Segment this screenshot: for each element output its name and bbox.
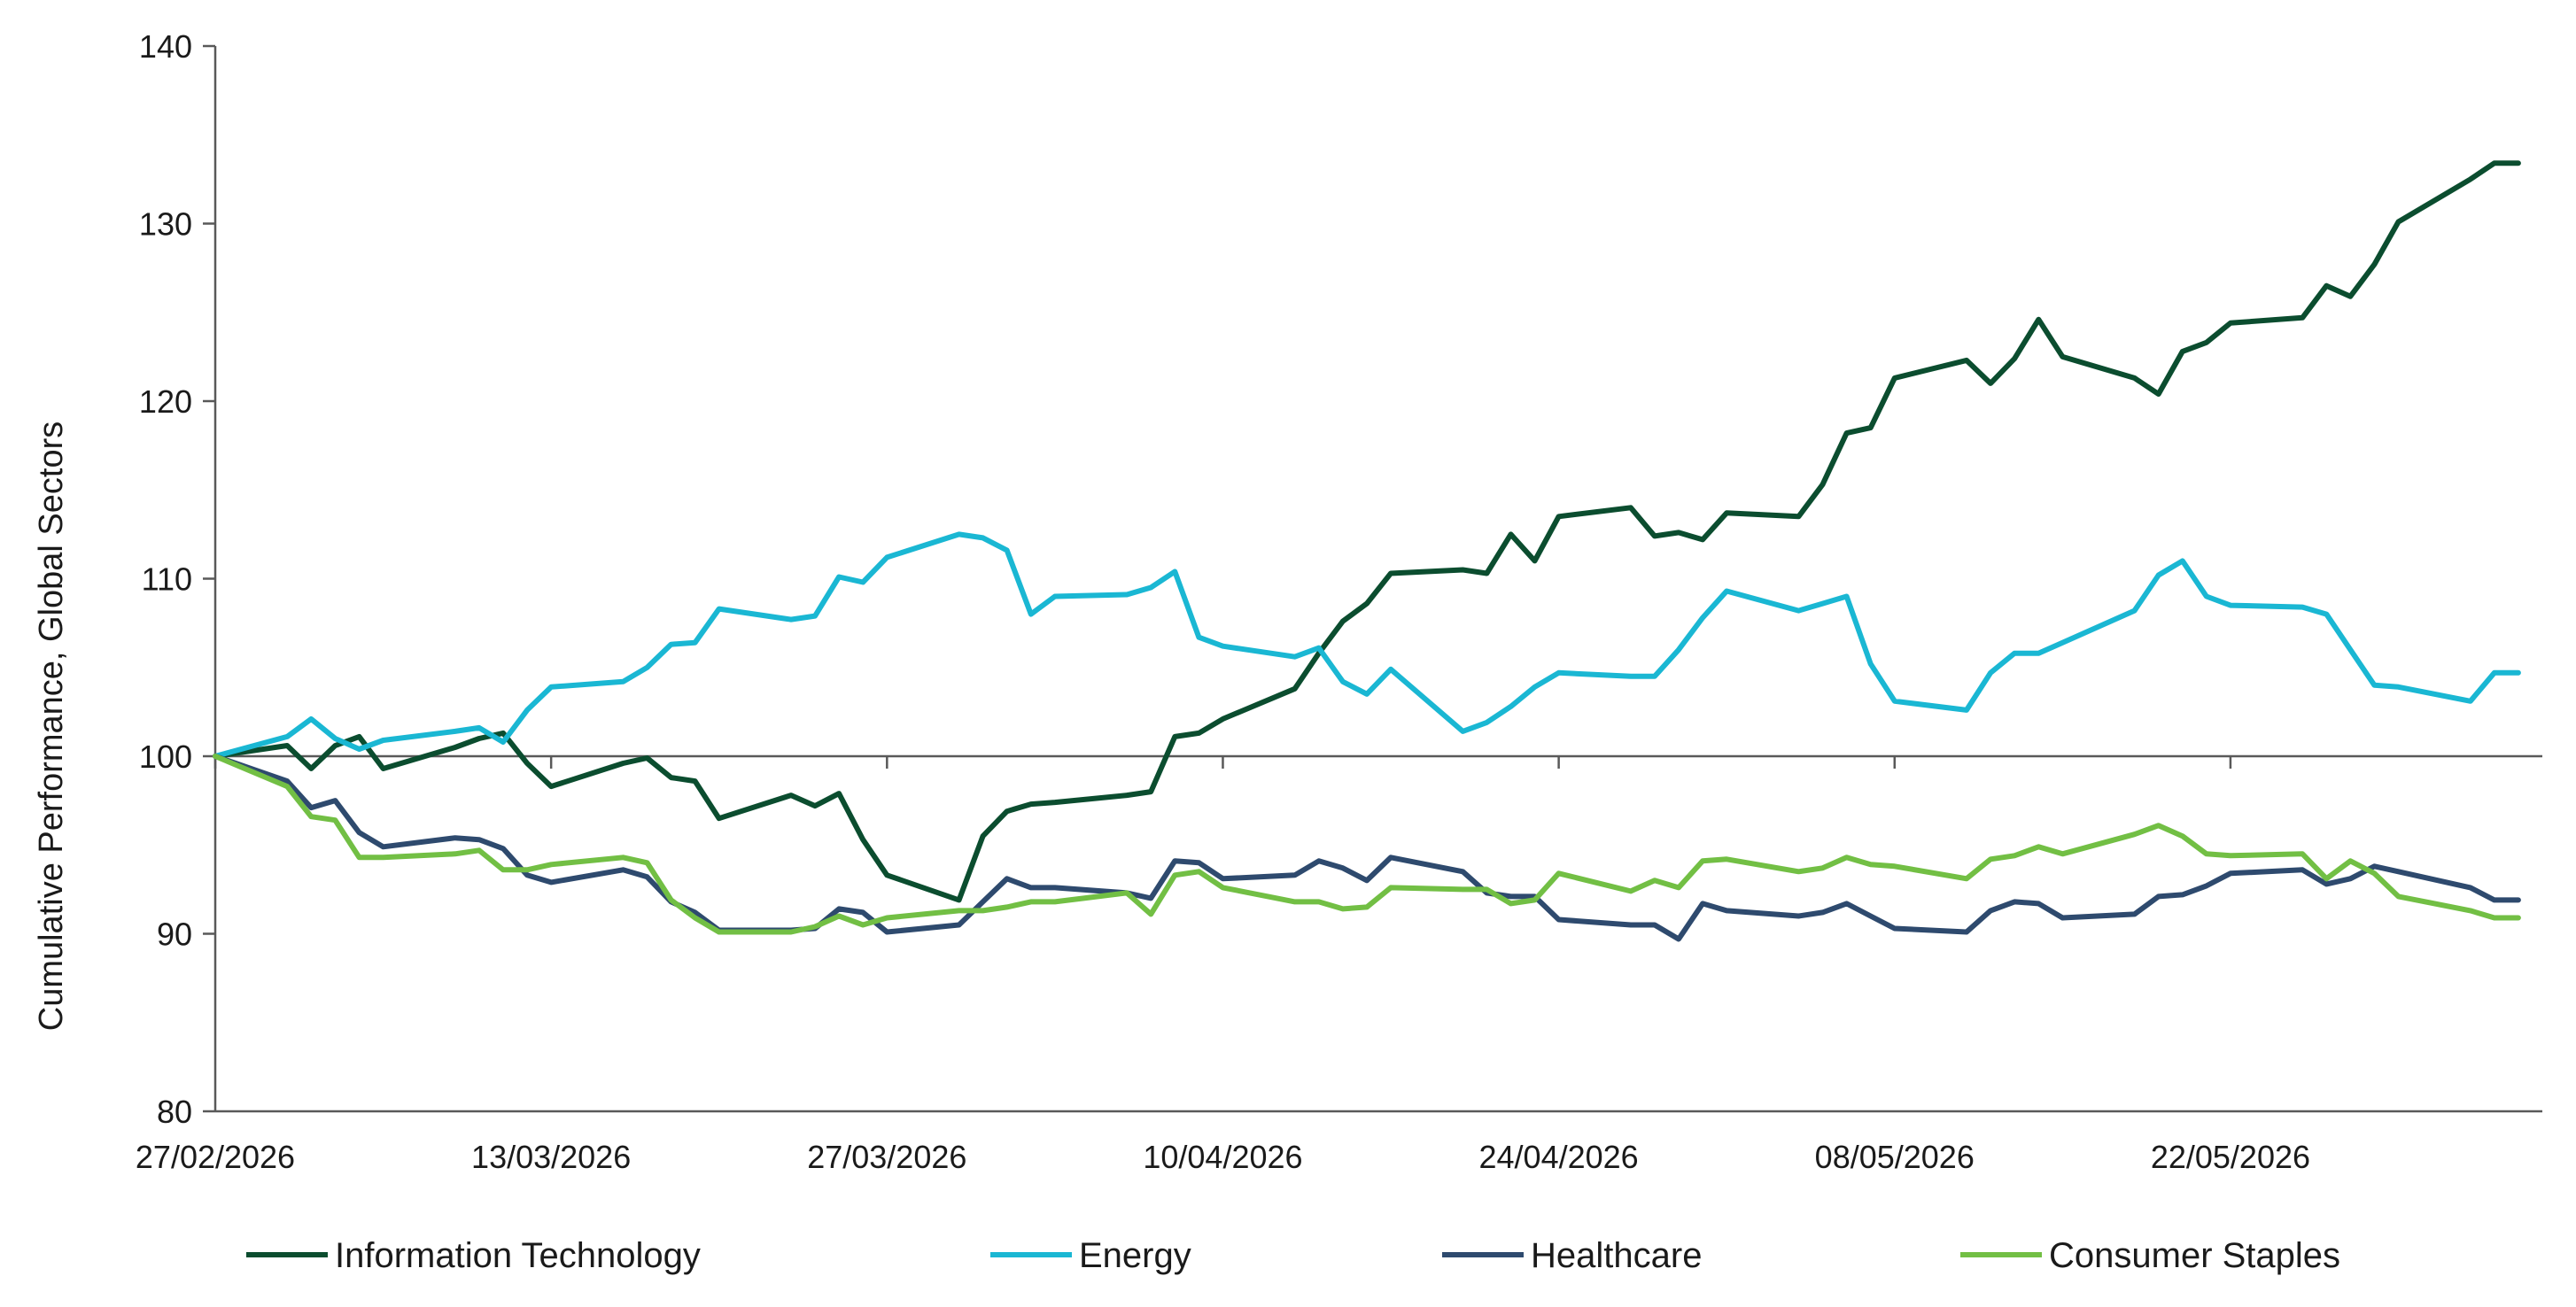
series-line-energy <box>213 531 2521 759</box>
y-tick-label: 80 <box>157 1094 192 1130</box>
y-tick-label: 110 <box>142 561 192 598</box>
legend-label: Information Technology <box>335 1236 701 1275</box>
legend-item-energy: Energy <box>990 1236 1191 1275</box>
legend-item-consumer-staples: Consumer Staples <box>1960 1236 2340 1275</box>
legend-label: Energy <box>1079 1236 1191 1275</box>
axes: 80 90 100 110 120 130 140 27/02/2026 13/03/2026 2… <box>136 28 2542 1175</box>
x-tick-label: 22/05/2026 <box>2151 1139 2310 1175</box>
x-tick-label: 10/04/2026 <box>1143 1139 1302 1175</box>
series-line-consumer-staples <box>213 754 2521 935</box>
x-tick-label: 24/04/2026 <box>1479 1139 1639 1175</box>
x-tick-label: 08/05/2026 <box>1815 1139 1975 1175</box>
series-line-healthcare <box>213 754 2521 942</box>
series-layer <box>213 160 2521 942</box>
y-tick-label: 100 <box>139 739 192 775</box>
y-tick-label: 90 <box>157 916 192 953</box>
series-line-information-technology <box>213 160 2521 903</box>
legend-label: Consumer Staples <box>2049 1236 2340 1275</box>
reference-line-layer <box>213 754 2542 769</box>
y-tick-label: 140 <box>139 28 192 65</box>
legend: Information Technology Energy Healthcare Co… <box>246 1236 2340 1275</box>
y-tick-label: 120 <box>139 383 192 420</box>
x-tick-label: 27/02/2026 <box>136 1139 295 1175</box>
y-tick-label: 130 <box>139 206 192 243</box>
x-tick-label: 13/03/2026 <box>471 1139 631 1175</box>
legend-label: Healthcare <box>1531 1236 1702 1275</box>
y-axis-title: Cumulative Performance, Global Sectors <box>33 421 70 1032</box>
legend-item-healthcare: Healthcare <box>1442 1236 1702 1275</box>
legend-item-information-technology: Information Technology <box>246 1236 701 1275</box>
x-tick-label: 27/03/2026 <box>807 1139 966 1175</box>
